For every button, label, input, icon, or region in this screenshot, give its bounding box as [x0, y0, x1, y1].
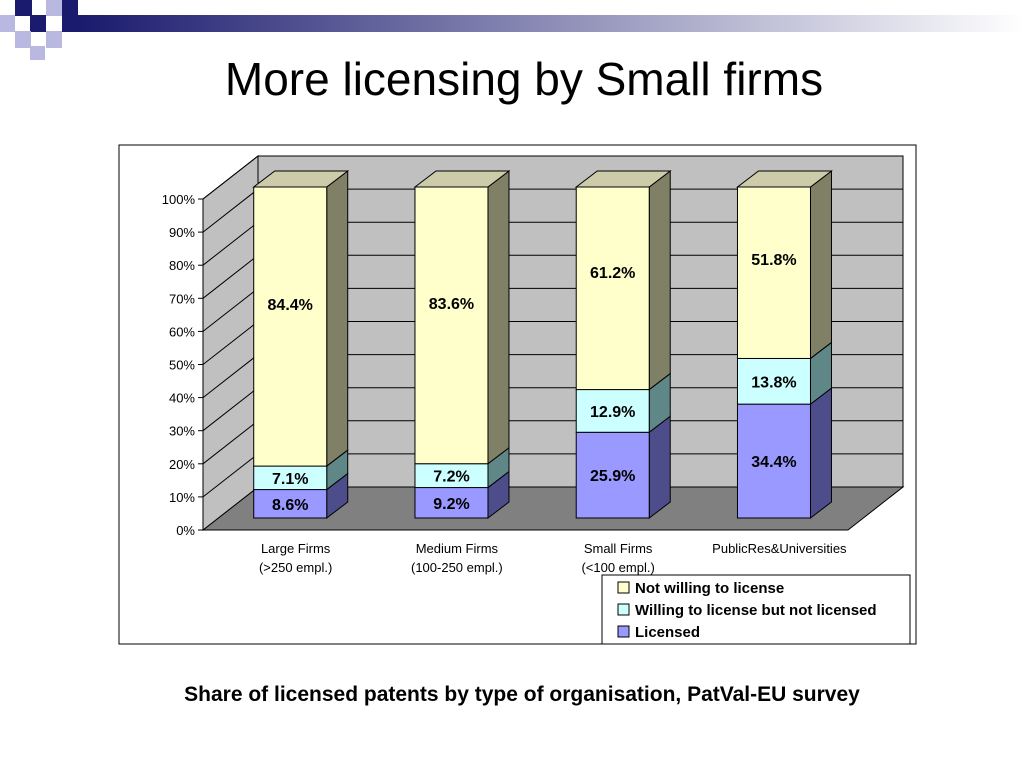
legend-label: Not willing to license	[635, 580, 784, 597]
decor-square	[0, 15, 15, 32]
gridline	[202, 155, 903, 200]
data-label: 25.9%	[590, 468, 635, 485]
bar-top	[413, 170, 511, 188]
bar-side-2	[326, 169, 349, 468]
y-tick-label: 30%	[169, 424, 195, 439]
data-label: 51.8%	[751, 252, 796, 269]
legend-label: Willing to license but not licensed	[635, 602, 877, 619]
x-tick-label: PublicRes&Universities	[712, 541, 847, 556]
bar-segment-0	[253, 489, 328, 519]
slide-title: More licensing by Small firms	[224, 53, 824, 105]
y-tick-label: 0%	[176, 523, 195, 538]
bar-segment-0	[414, 487, 489, 519]
y-tick-label: 70%	[169, 291, 195, 306]
legend-box	[601, 574, 911, 645]
x-tick-label: Medium Firms	[416, 541, 499, 556]
y-tick-label: 50%	[169, 358, 195, 373]
data-label: 13.8%	[751, 374, 796, 391]
x-tick-label: Large Firms	[261, 541, 331, 556]
y-tick-label: 90%	[169, 225, 195, 240]
bar-top	[252, 170, 350, 188]
data-label: 84.4%	[268, 297, 313, 314]
bar-segment-2	[736, 186, 811, 359]
bar-top	[735, 170, 833, 188]
decor-square	[46, 0, 62, 16]
y-tick-label: 100%	[162, 192, 196, 207]
data-label: 83.6%	[429, 296, 474, 313]
legend-label: Licensed	[635, 624, 700, 641]
data-label: 34.4%	[751, 454, 796, 471]
bar-segment-0	[736, 403, 811, 519]
data-label: 8.6%	[272, 497, 308, 514]
decor-square	[15, 0, 32, 16]
chart-caption: Share of licensed patents by type of org…	[184, 683, 860, 706]
data-label: 12.9%	[590, 404, 635, 421]
decor-square	[62, 15, 78, 32]
data-label: 7.2%	[433, 469, 469, 486]
x-tick-sublabel: (100-250 empl.)	[411, 560, 503, 575]
decor-square	[15, 31, 31, 48]
decor-square	[30, 46, 45, 60]
bar-segment-2	[414, 186, 489, 465]
bar-segment-1	[575, 389, 650, 433]
bar-side-2	[648, 169, 671, 391]
bar-top	[574, 170, 672, 188]
legend-swatch	[617, 603, 630, 616]
legend-swatch	[617, 625, 630, 638]
header-decoration	[0, 0, 1024, 60]
data-label: 61.2%	[590, 265, 635, 282]
x-tick-sublabel: (>250 empl.)	[259, 560, 332, 575]
y-tick-label: 80%	[169, 258, 195, 273]
decor-square	[30, 15, 46, 32]
y-tick-label: 20%	[169, 457, 195, 472]
data-label: 7.1%	[272, 471, 308, 488]
x-tick-sublabel: (<100 empl.)	[581, 560, 654, 575]
y-tick-label: 40%	[169, 391, 195, 406]
y-tick-label: 10%	[169, 490, 195, 505]
bar-side-0	[648, 415, 671, 520]
bar-segment-2	[575, 186, 650, 391]
bar-side-2	[487, 169, 510, 465]
legend-swatch	[617, 581, 630, 594]
bar-segment-0	[575, 431, 650, 519]
bar-side-0	[809, 387, 832, 520]
y-tick-label: 60%	[169, 324, 195, 339]
x-tick-label: Small Firms	[584, 541, 653, 556]
decor-square	[62, 0, 78, 16]
decor-square	[46, 31, 62, 48]
bar-side-2	[809, 169, 832, 360]
stacked-bar-chart: 0% 10% 20% 30% 40% 50% 60% 70% 80% 90% 100% 8.6% 7.1…	[118, 144, 917, 645]
header-gradient-band	[78, 15, 1024, 32]
data-label: 9.2%	[433, 496, 469, 513]
bar-segment-2	[253, 186, 328, 467]
